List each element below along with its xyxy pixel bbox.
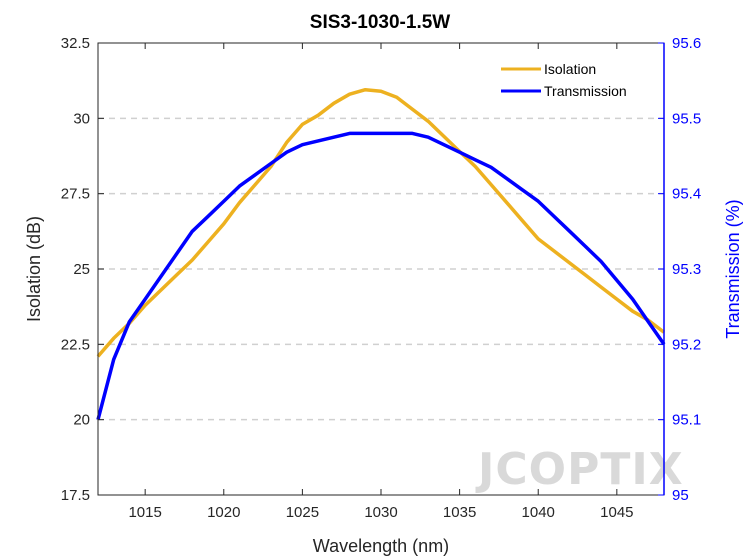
y-right-tick-label: 95.4 <box>672 186 701 203</box>
series-line-transmission <box>96 131 666 421</box>
x-axis: 1015 1020 1025 1030 1035 1040 1045 <box>128 43 634 521</box>
legend: Isolation Transmission <box>496 56 656 104</box>
y-left-tick-label: 17.5 <box>61 487 90 504</box>
x-tick-label: 1030 <box>364 504 397 521</box>
y-axis-right: 95 95.1 95.2 95.3 95.4 95.5 95.6 <box>658 35 701 504</box>
series-line-isolation <box>96 87 666 358</box>
watermark-logo: JCOPTIX <box>475 444 684 495</box>
y-left-tick-label: 25 <box>73 261 90 278</box>
x-tick-label: 1015 <box>128 504 161 521</box>
y-axis-left: 17.5 20 22.5 25 27.5 30 32.5 <box>61 35 104 504</box>
x-axis-label: Wavelength (nm) <box>313 536 449 556</box>
y-right-tick-label: 95.3 <box>672 261 701 278</box>
chart-title: SIS3-1030-1.5W <box>310 12 451 33</box>
y-axis-left-label: Isolation (dB) <box>24 216 44 322</box>
legend-label-isolation: Isolation <box>544 61 596 77</box>
y-left-tick-label: 22.5 <box>61 336 90 353</box>
x-tick-label: 1035 <box>443 504 476 521</box>
legend-label-transmission: Transmission <box>544 83 627 99</box>
x-tick-label: 1040 <box>522 504 555 521</box>
y-axis-right-label: Transmission (%) <box>723 199 743 338</box>
y-right-tick-label: 95.2 <box>672 336 701 353</box>
y-right-tick-label: 95 <box>672 487 689 504</box>
y-left-tick-label: 30 <box>73 110 90 127</box>
x-tick-label: 1045 <box>600 504 633 521</box>
series-layer <box>96 87 666 421</box>
y-left-tick-label: 20 <box>73 412 90 429</box>
x-tick-label: 1025 <box>286 504 319 521</box>
y-right-tick-label: 95.5 <box>672 110 701 127</box>
y-left-tick-label: 27.5 <box>61 186 90 203</box>
y-right-tick-label: 95.1 <box>672 412 701 429</box>
y-left-tick-label: 32.5 <box>61 35 90 52</box>
legend-box <box>496 56 656 104</box>
y-right-tick-label: 95.6 <box>672 35 701 52</box>
x-tick-label: 1020 <box>207 504 240 521</box>
